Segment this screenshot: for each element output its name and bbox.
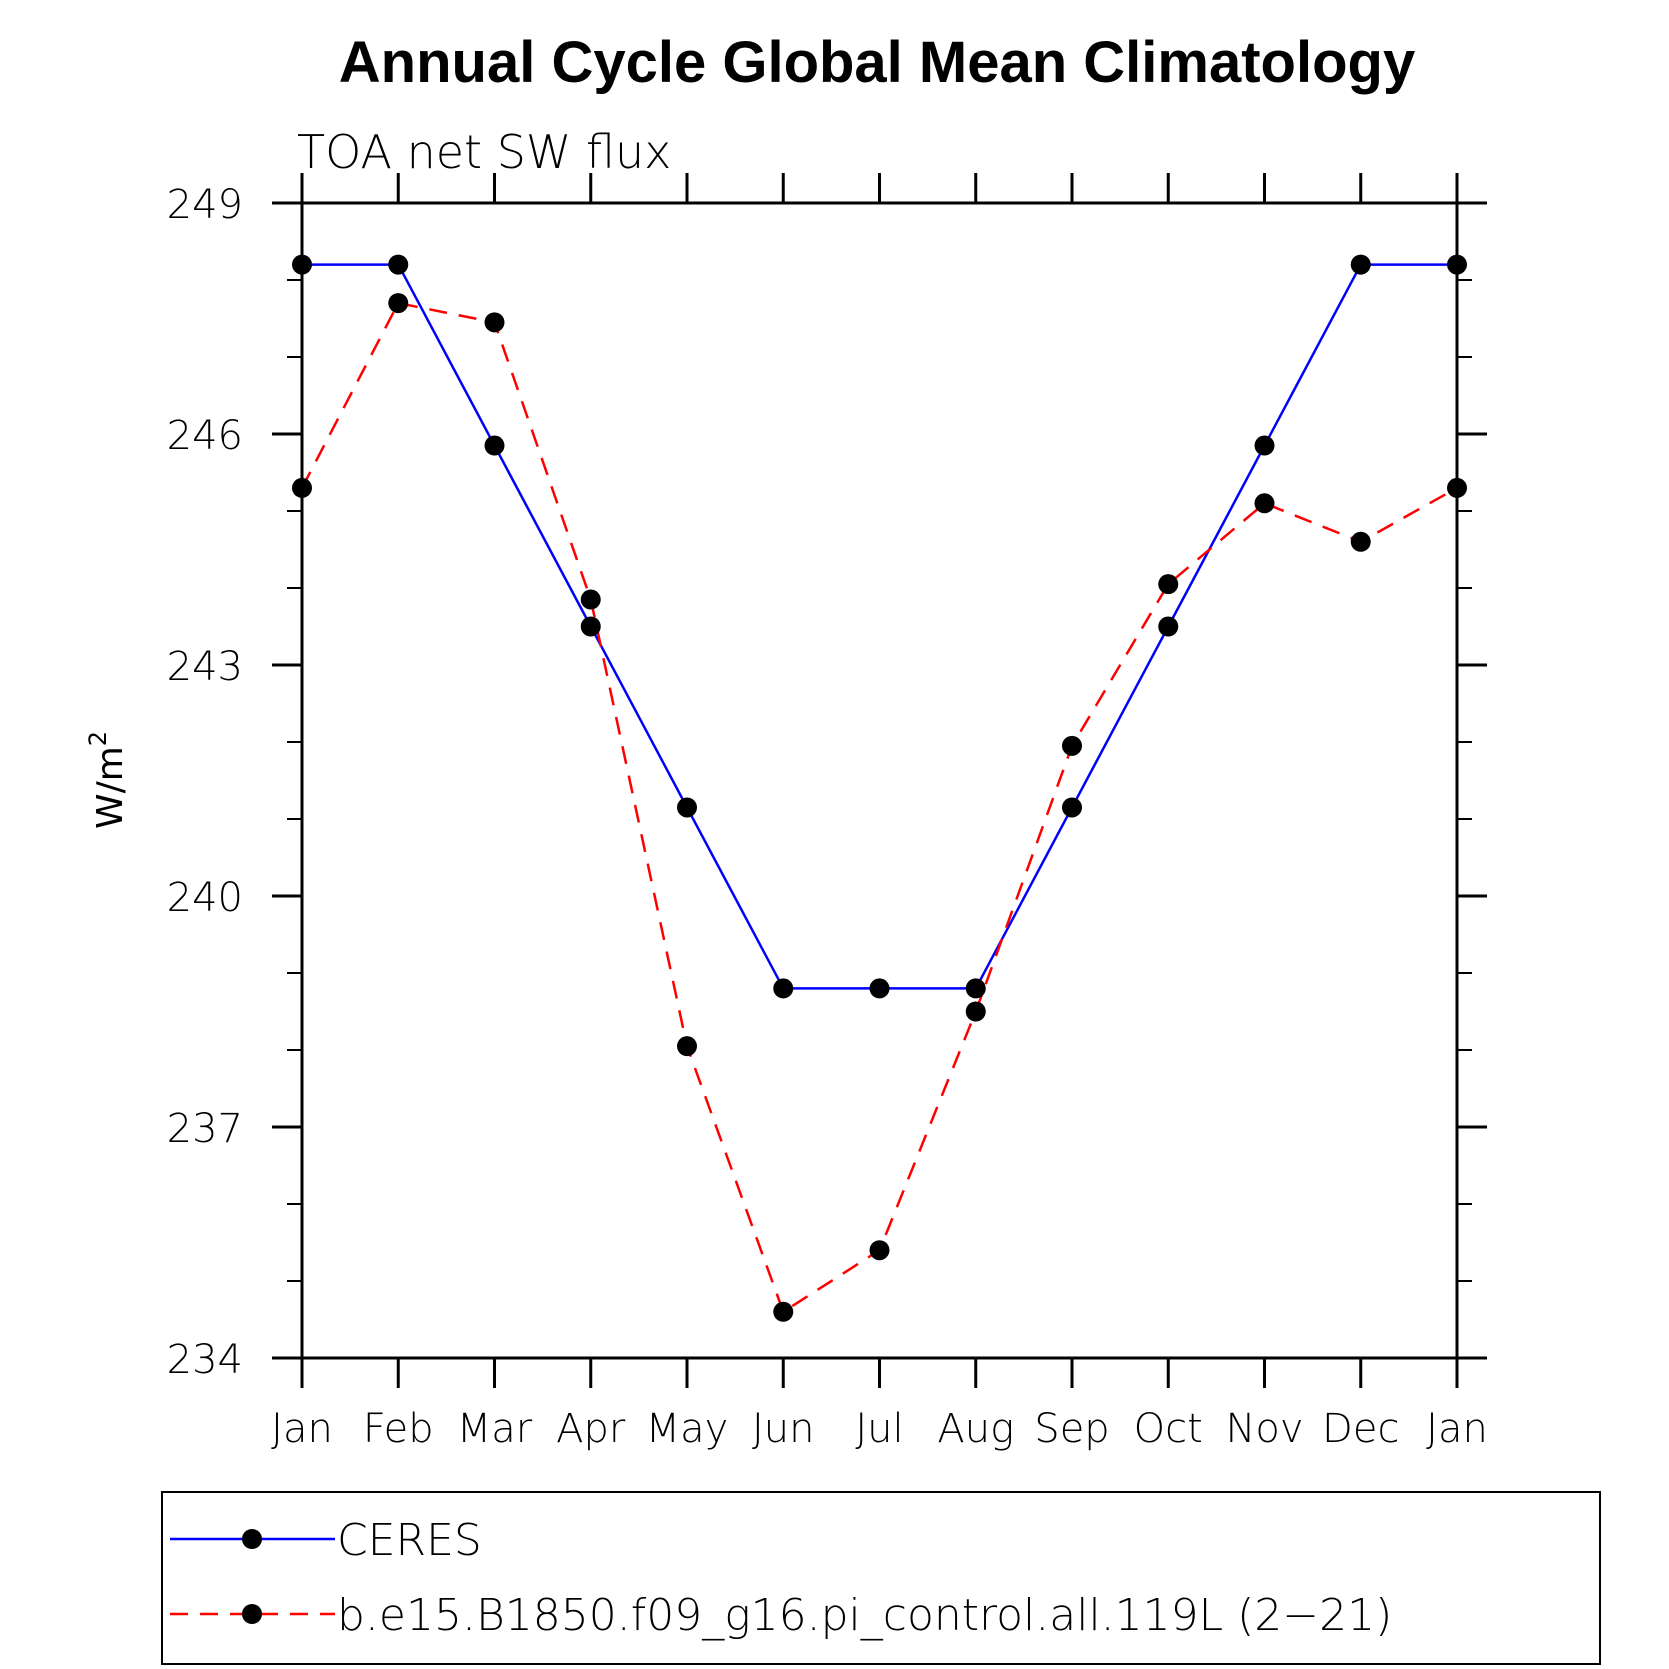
x-tick-label: Aug bbox=[937, 1406, 1014, 1452]
legend-box bbox=[161, 1491, 1601, 1665]
data-point-series-1 bbox=[484, 312, 505, 333]
series-line-1 bbox=[300, 301, 1458, 1314]
series-line-0 bbox=[302, 263, 1457, 990]
x-tick-label: Dec bbox=[1322, 1406, 1399, 1452]
x-tick-label: Jan bbox=[1426, 1406, 1488, 1452]
data-point-series-1 bbox=[1062, 735, 1082, 756]
data-point-series-1 bbox=[677, 1036, 697, 1057]
data-point-series-1 bbox=[965, 1001, 986, 1022]
x-tick-label: Jul bbox=[855, 1406, 903, 1452]
legend-marker-ceres bbox=[242, 1529, 262, 1549]
data-point-series-0 bbox=[1350, 254, 1371, 275]
data-point-series-1 bbox=[1158, 574, 1179, 595]
data-point-series-0 bbox=[1447, 254, 1467, 275]
data-point-series-1 bbox=[580, 589, 601, 610]
data-point-series-0 bbox=[1062, 797, 1082, 818]
data-point-series-0 bbox=[484, 435, 505, 456]
axis-ticks bbox=[272, 173, 1487, 1388]
data-point-series-1 bbox=[1447, 477, 1467, 498]
y-axis-label-unit: W/m bbox=[90, 746, 131, 829]
data-point-series-0 bbox=[580, 616, 601, 637]
y-tick-label: 240 bbox=[167, 875, 243, 921]
x-tick-label: Jan bbox=[271, 1406, 333, 1452]
legend: CERES b.e15.B1850.f09_g16.pi_control.all… bbox=[161, 1491, 1601, 1665]
data-point-series-0 bbox=[1158, 616, 1179, 637]
data-point-series-1 bbox=[869, 1240, 890, 1261]
x-tick-label: Sep bbox=[1034, 1406, 1109, 1452]
y-axis-label: W/m2 bbox=[84, 731, 131, 829]
x-tick-label: May bbox=[646, 1406, 729, 1452]
y-tick-label: 234 bbox=[167, 1337, 243, 1383]
x-tick-label: Feb bbox=[363, 1406, 434, 1452]
plot-border bbox=[300, 201, 1459, 1360]
y-axis-tick-labels: 234 237 240 243 246 249 bbox=[167, 182, 243, 1383]
y-tick-label: 243 bbox=[167, 644, 243, 690]
x-tick-label: Mar bbox=[457, 1406, 533, 1452]
y-tick-label: 237 bbox=[167, 1106, 243, 1152]
data-point-series-1 bbox=[773, 1301, 794, 1322]
x-axis-tick-labels: Jan Feb Mar Apr May Jun Jul Aug Sep Oct Nov Dec Jan bbox=[271, 1406, 1488, 1452]
x-tick-label: Nov bbox=[1225, 1406, 1303, 1452]
data-point-series-0 bbox=[388, 254, 409, 275]
data-point-series-1 bbox=[1254, 493, 1275, 514]
data-point-series-0 bbox=[869, 978, 890, 999]
data-point-series-0 bbox=[965, 978, 986, 999]
legend-label-ceres: CERES bbox=[337, 1515, 482, 1566]
data-point-series-0 bbox=[677, 797, 697, 818]
series-layer bbox=[292, 254, 1467, 1322]
chart-subtitle: TOA net SW flux bbox=[297, 125, 671, 179]
x-tick-label: Oct bbox=[1134, 1406, 1203, 1452]
chart-title: Annual Cycle Global Mean Climatology bbox=[339, 30, 1415, 95]
data-point-series-0 bbox=[292, 254, 312, 275]
y-axis-label-superscript: 2 bbox=[84, 731, 112, 746]
x-tick-label: Apr bbox=[556, 1406, 626, 1452]
y-tick-label: 246 bbox=[167, 413, 243, 459]
data-point-series-1 bbox=[1350, 531, 1371, 552]
data-point-series-1 bbox=[292, 477, 312, 498]
data-point-series-0 bbox=[1254, 435, 1275, 456]
legend-marker-model bbox=[242, 1604, 262, 1624]
plot-frame bbox=[300, 201, 1459, 1360]
data-point-series-1 bbox=[388, 293, 409, 314]
x-tick-label: Jun bbox=[752, 1406, 815, 1452]
y-tick-label: 249 bbox=[167, 182, 243, 228]
legend-label-model: b.e15.B1850.f09_g16.pi_control.all.119L … bbox=[337, 1590, 1392, 1641]
data-point-series-0 bbox=[773, 978, 794, 999]
